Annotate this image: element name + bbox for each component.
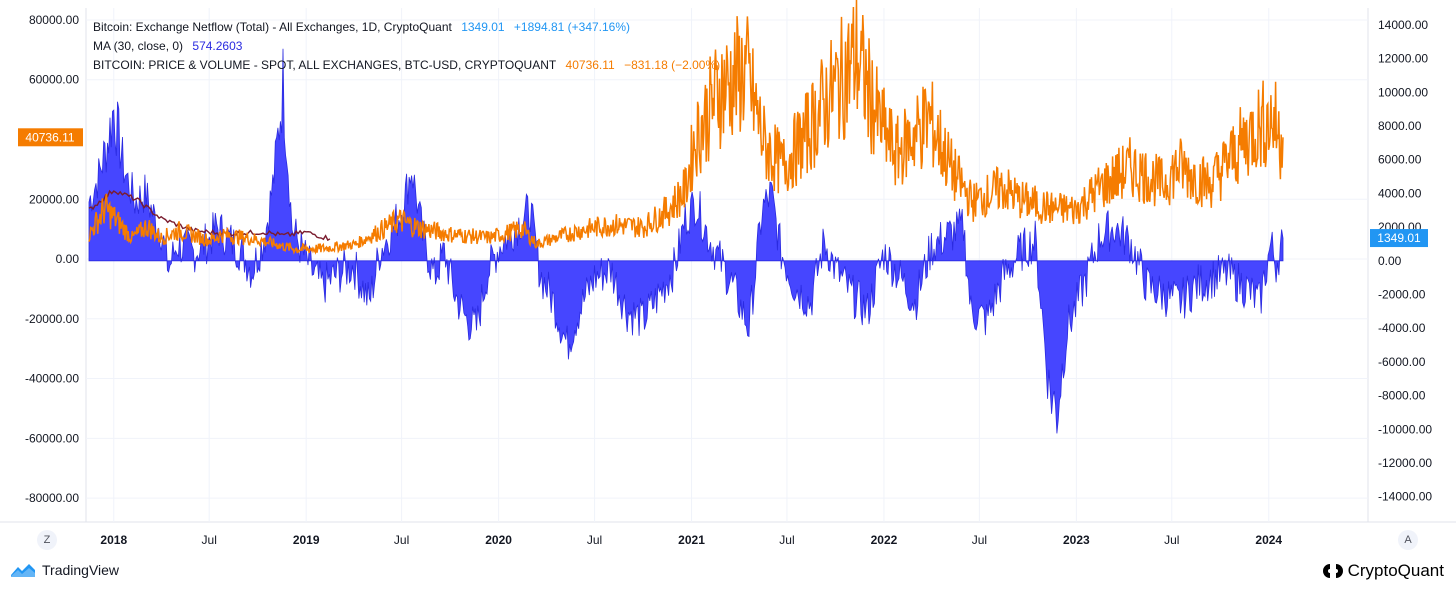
cryptoquant-label: CryptoQuant bbox=[1347, 561, 1444, 580]
price-badge bbox=[18, 128, 83, 147]
legend-ma-title: MA (30, close, 0) bbox=[93, 39, 184, 53]
x-tick-label: 2019 bbox=[293, 533, 320, 547]
left-tick-label: 20000.00 bbox=[29, 192, 79, 206]
legend-netflow-value: 1349.01 bbox=[461, 20, 505, 34]
right-tick-label: -8000.00 bbox=[1378, 389, 1426, 403]
right-tick-label: -4000.00 bbox=[1378, 321, 1426, 335]
x-tick-label: 2020 bbox=[485, 533, 512, 547]
auto-scale-button[interactable]: A bbox=[1398, 530, 1418, 550]
right-tick-label: 10000.00 bbox=[1378, 85, 1428, 99]
x-tick-label: Jul bbox=[202, 533, 217, 547]
legend: Bitcoin: Exchange Netflow (Total) - All … bbox=[93, 18, 726, 75]
cryptoquant-brand: CryptoQuant bbox=[1322, 561, 1444, 581]
legend-price-change: −831.18 (−2.00%) bbox=[624, 58, 721, 72]
left-tick-label: -20000.00 bbox=[25, 312, 79, 326]
legend-ma[interactable]: MA (30, close, 0) 574.2603 bbox=[93, 37, 726, 56]
x-tick-label: Jul bbox=[779, 533, 794, 547]
x-tick-label: Jul bbox=[587, 533, 602, 547]
tradingview-label: TradingView bbox=[42, 562, 120, 578]
right-tick-label: 12000.00 bbox=[1378, 52, 1428, 66]
legend-price-title: BITCOIN: PRICE & VOLUME - SPOT, ALL EXCH… bbox=[93, 58, 557, 72]
left-tick-label: -40000.00 bbox=[25, 372, 79, 386]
tradingview-logo-icon bbox=[11, 564, 35, 577]
right-tick-label: 14000.00 bbox=[1378, 18, 1428, 32]
right-tick-label: -2000.00 bbox=[1378, 287, 1426, 301]
price-badge-label: 40736.11 bbox=[25, 130, 74, 144]
right-tick-label: 0.00 bbox=[1378, 254, 1402, 268]
right-tick-label: -14000.00 bbox=[1378, 490, 1432, 504]
left-tick-label: -60000.00 bbox=[25, 431, 79, 445]
right-tick-label: 4000.00 bbox=[1378, 186, 1422, 200]
legend-netflow-change: +1894.81 (+347.16%) bbox=[513, 20, 631, 34]
badges: 40736.11 1349.01 bbox=[18, 128, 1428, 248]
right-tick-label: 8000.00 bbox=[1378, 119, 1422, 133]
left-tick-label: 80000.00 bbox=[29, 13, 79, 27]
price-line bbox=[88, 0, 1284, 255]
ma-line bbox=[88, 189, 331, 242]
price-series bbox=[88, 0, 1284, 255]
x-tick-label: 2021 bbox=[678, 533, 705, 547]
right-tick-label: -6000.00 bbox=[1378, 355, 1426, 369]
x-tick-label: Jul bbox=[1164, 533, 1179, 547]
legend-netflow[interactable]: Bitcoin: Exchange Netflow (Total) - All … bbox=[93, 18, 726, 37]
x-tick-label: 2018 bbox=[100, 533, 127, 547]
netflow-area bbox=[88, 48, 1284, 434]
legend-price[interactable]: BITCOIN: PRICE & VOLUME - SPOT, ALL EXCH… bbox=[93, 56, 726, 75]
auto-scale-label: A bbox=[1404, 534, 1412, 546]
right-tick-label: -10000.00 bbox=[1378, 422, 1432, 436]
x-tick-label: Jul bbox=[394, 533, 409, 547]
zoom-reset-button[interactable]: Z bbox=[37, 530, 57, 550]
left-tick-label: 60000.00 bbox=[29, 73, 79, 87]
ma-series bbox=[88, 189, 331, 242]
netflow-series bbox=[88, 48, 1284, 434]
netflow-badge-label: 1349.01 bbox=[1377, 231, 1421, 245]
right-tick-label: -12000.00 bbox=[1378, 456, 1432, 470]
left-tick-label: -80000.00 bbox=[25, 491, 79, 505]
right-tick-label: 6000.00 bbox=[1378, 153, 1422, 167]
grid bbox=[0, 8, 1456, 523]
legend-netflow-title: Bitcoin: Exchange Netflow (Total) - All … bbox=[93, 20, 452, 34]
left-tick-label: 0.00 bbox=[56, 252, 80, 266]
x-tick-label: 2024 bbox=[1255, 533, 1282, 547]
tradingview-brand[interactable]: TradingView bbox=[10, 562, 119, 578]
x-tick-label: Jul bbox=[972, 533, 987, 547]
x-tick-label: 2022 bbox=[871, 533, 898, 547]
legend-ma-value: 574.2603 bbox=[192, 39, 243, 53]
netflow-badge bbox=[1370, 229, 1428, 248]
legend-price-value: 40736.11 bbox=[565, 58, 615, 72]
x-tick-label: 2023 bbox=[1063, 533, 1090, 547]
zoom-reset-label: Z bbox=[43, 534, 51, 546]
cryptoquant-logo-icon bbox=[1322, 564, 1343, 578]
